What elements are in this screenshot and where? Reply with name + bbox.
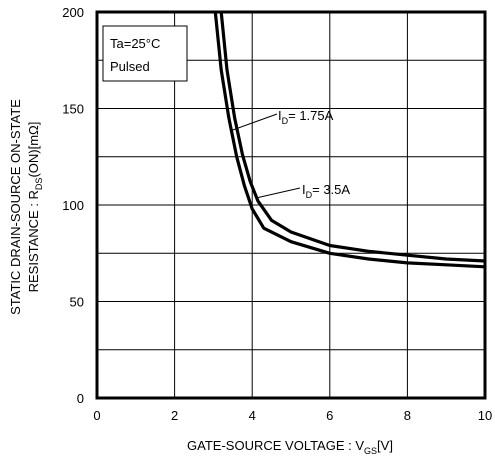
- x-tick-label: 0: [93, 408, 100, 423]
- y-axis-title-line1: STATIC DRAIN-SOURCE ON-STATE: [8, 99, 23, 315]
- x-tick-label: 6: [326, 408, 333, 423]
- condition-temp: Ta=25°C: [110, 36, 160, 51]
- series-label-1: ID= 1.75A: [278, 108, 334, 126]
- x-axis-title-sub: GS: [364, 446, 377, 456]
- y-tick-labels: 0 50 100 150 200: [62, 5, 84, 406]
- series-label-1-sub: D: [282, 116, 289, 126]
- plot-frame: [95, 10, 487, 400]
- x-tick-label: 4: [249, 408, 256, 423]
- leader-line-1: [229, 113, 278, 132]
- y-tick-label: 150: [62, 102, 84, 117]
- conditions-box: Ta=25°C Pulsed: [102, 25, 188, 82]
- x-axis-title-main: GATE-SOURCE VOLTAGE : V: [187, 438, 364, 453]
- y-axis-title-line2-unit: (ON)[mΩ]: [26, 122, 41, 178]
- series-label-1-value: = 1.75A: [288, 108, 334, 123]
- condition-pulsed: Pulsed: [110, 59, 150, 74]
- series-label-2-sub: D: [306, 190, 313, 200]
- y-tick-label: 50: [70, 295, 84, 310]
- conditions-frame: [102, 25, 188, 82]
- leader-line-2: [255, 187, 301, 199]
- x-tick-labels: 0 2 4 6 8 10: [93, 408, 492, 423]
- y-axis-title-line2: RESISTANCE : RDS(ON)[mΩ]: [26, 122, 44, 293]
- y-axis-title-line2-main: RESISTANCE : R: [26, 190, 41, 292]
- y-axis-title: STATIC DRAIN-SOURCE ON-STATE RESISTANCE …: [8, 99, 44, 315]
- series-label-2-value: = 3.5A: [312, 182, 350, 197]
- y-tick-label: 0: [77, 391, 84, 406]
- x-axis-title-unit: [V]: [377, 438, 393, 453]
- series-label-1-main: I: [278, 108, 282, 123]
- x-tick-label: 8: [404, 408, 411, 423]
- y-tick-label: 200: [62, 5, 84, 20]
- y-axis-title-line2-sub: DS: [34, 178, 44, 191]
- series-label-2-main: I: [302, 182, 306, 197]
- series-layer: [213, 11, 486, 269]
- y-tick-label: 100: [62, 198, 84, 213]
- x-tick-label: 10: [478, 408, 492, 423]
- series-label-2: ID= 3.5A: [302, 182, 350, 200]
- series-line-2: [219, 11, 486, 263]
- series-annotations: ID= 1.75A ID= 3.5A: [229, 108, 350, 200]
- x-tick-label: 2: [171, 408, 178, 423]
- x-axis-title: GATE-SOURCE VOLTAGE : VGS[V]: [187, 438, 393, 456]
- series-line-1: [213, 11, 486, 269]
